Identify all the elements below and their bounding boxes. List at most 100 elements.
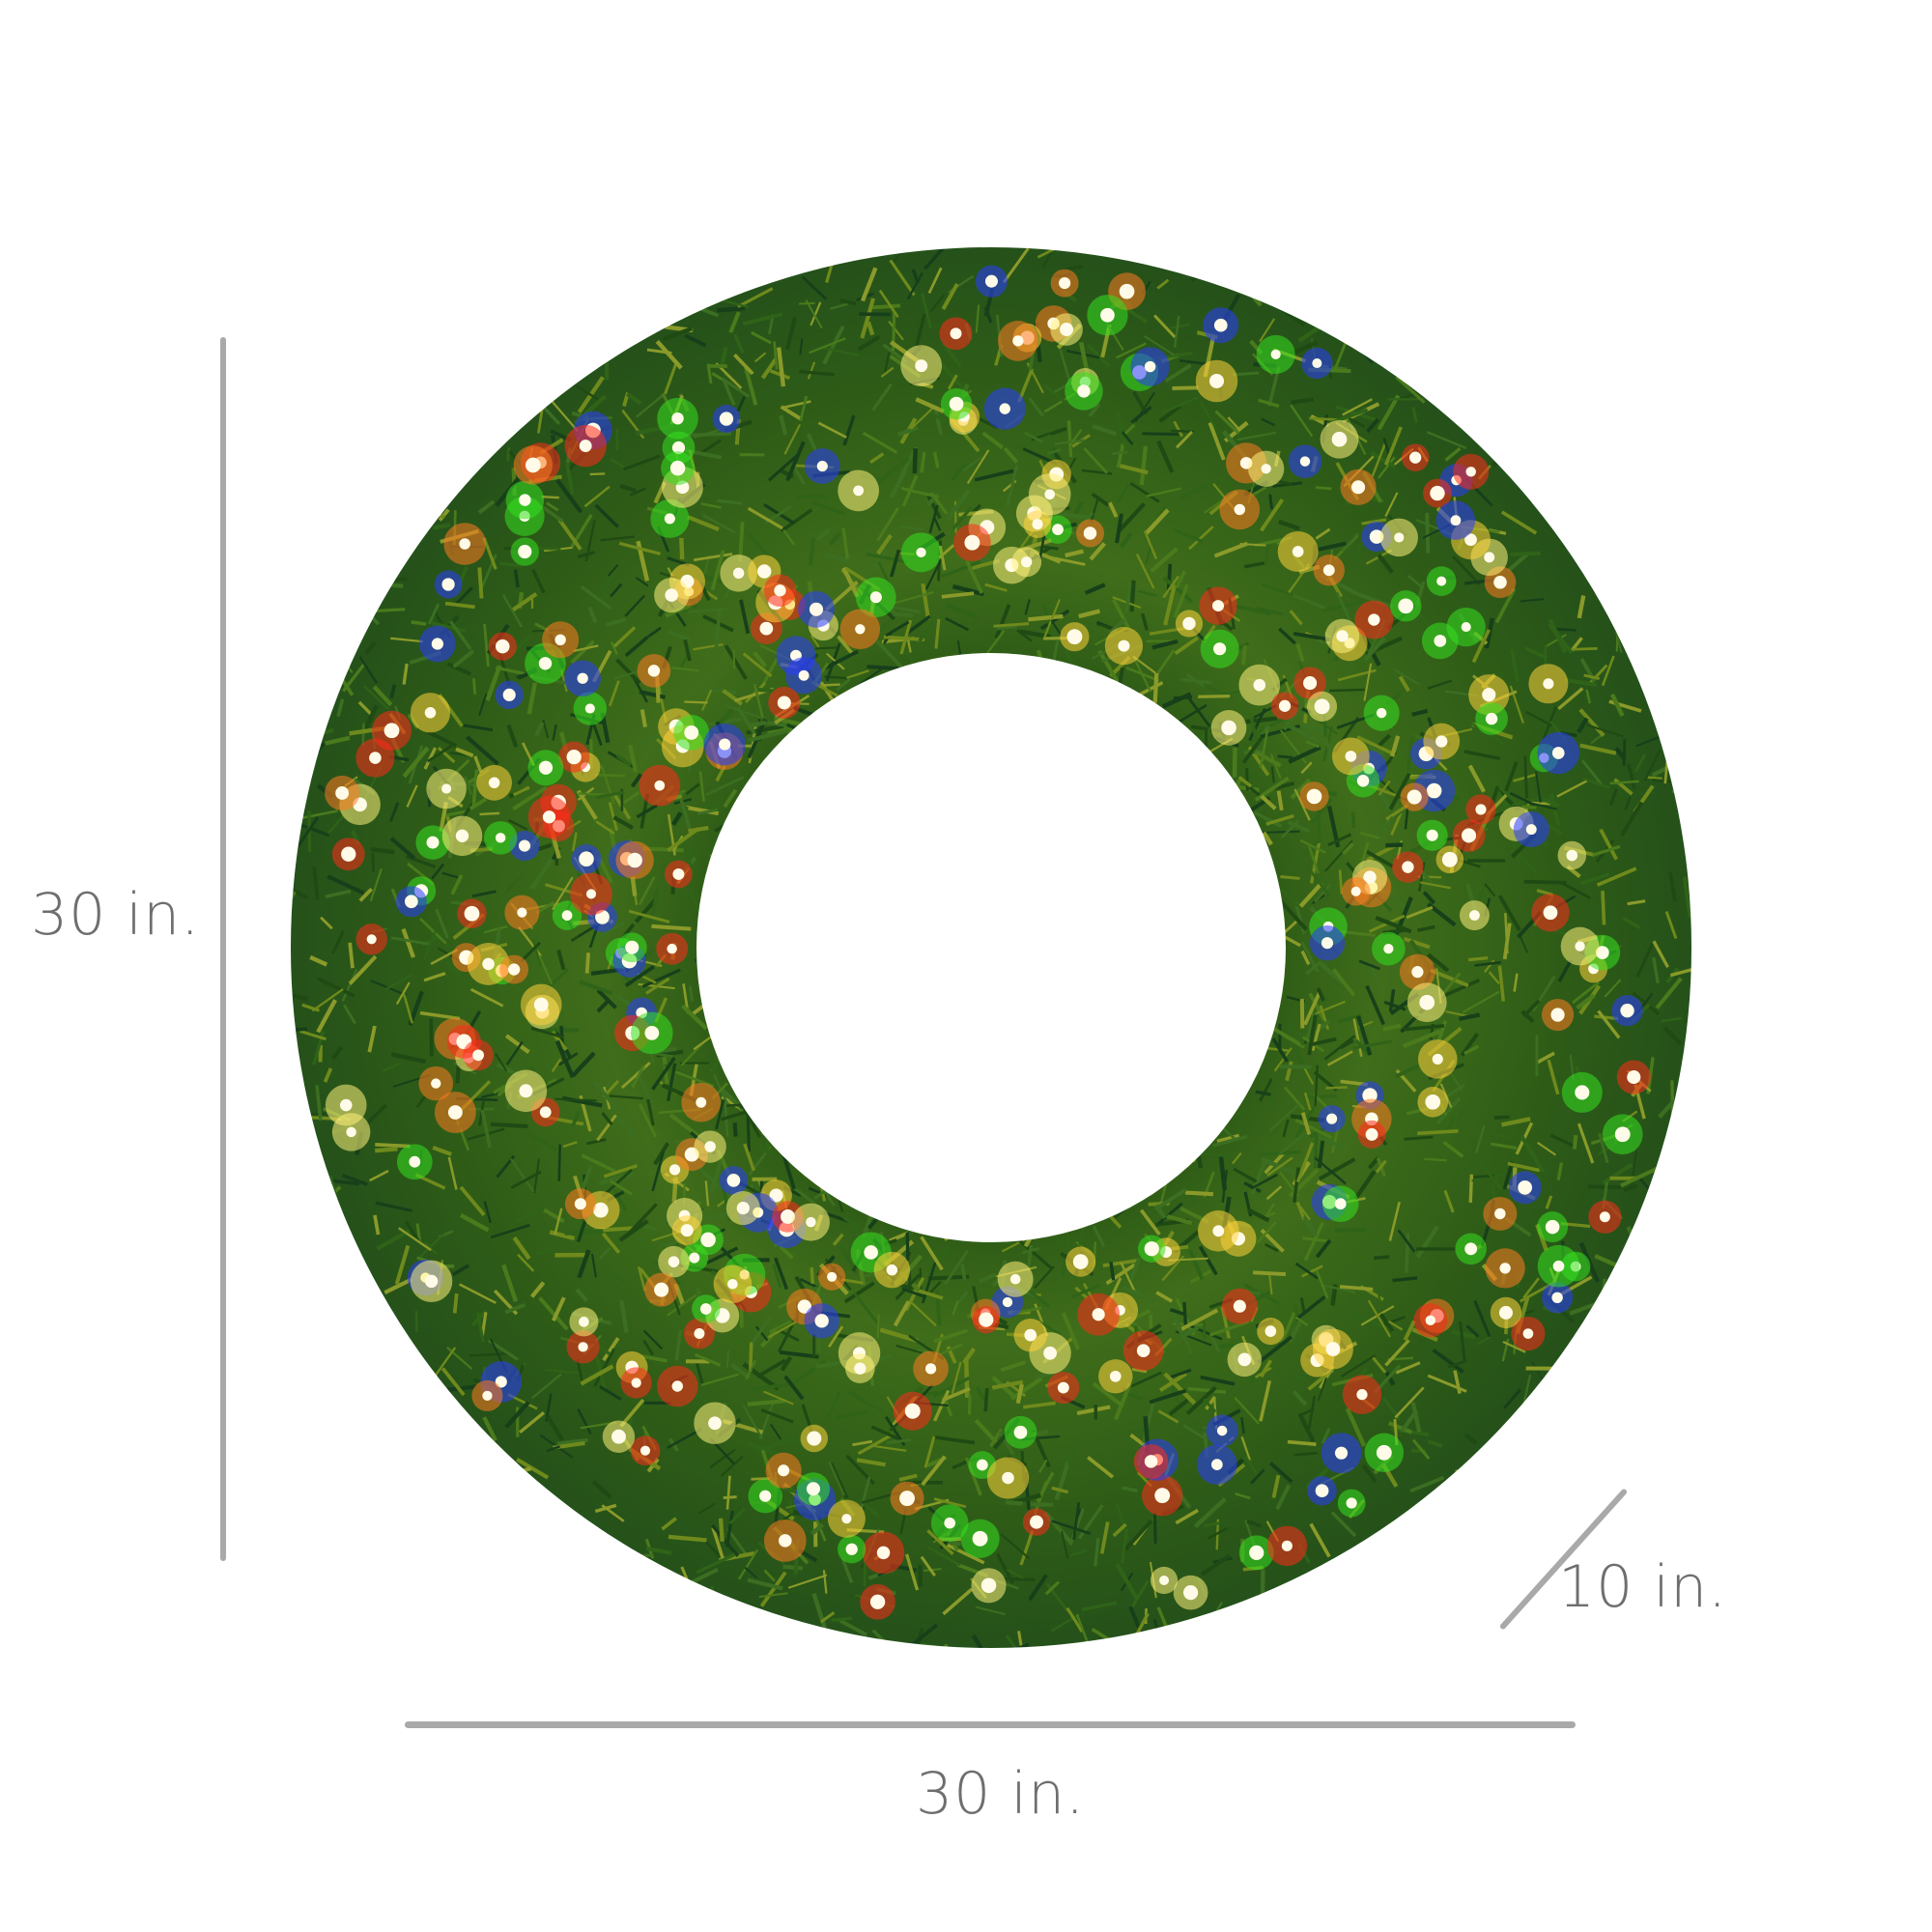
light-bulb	[855, 624, 866, 635]
pine-needle	[504, 1034, 530, 1054]
pine-needle	[1557, 958, 1574, 983]
pine-needle	[1436, 1020, 1448, 1041]
pine-needle	[389, 802, 400, 822]
pine-needle	[1287, 1022, 1306, 1047]
pine-needle	[1241, 735, 1264, 764]
pine-needle	[1174, 528, 1204, 544]
pine-needle	[1342, 841, 1354, 856]
pine-needle	[1524, 646, 1548, 660]
pine-needle	[1135, 554, 1155, 589]
pine-needle	[469, 797, 488, 810]
pine-needle	[336, 698, 345, 718]
pine-needle	[905, 1232, 910, 1262]
light-bulb	[495, 833, 506, 843]
pine-needle	[945, 489, 971, 522]
pine-needle	[1156, 1606, 1170, 1631]
pine-needle	[1256, 607, 1284, 616]
light-bulb	[579, 851, 594, 867]
pine-needle	[504, 1401, 530, 1429]
light-bulb	[667, 943, 677, 954]
pine-needle	[1122, 1486, 1138, 1492]
pine-needle	[1321, 1428, 1331, 1444]
light-bulb	[482, 1390, 493, 1402]
pine-needle	[681, 1004, 708, 1031]
pine-needle	[1432, 1348, 1464, 1374]
pine-needle	[1314, 1156, 1347, 1185]
light-bulb	[1484, 552, 1495, 563]
pine-needle	[398, 1227, 432, 1252]
pine-needle	[1259, 318, 1276, 343]
pine-needle	[1150, 1172, 1176, 1197]
pine-needle	[1292, 1390, 1308, 1406]
pine-needle	[1150, 547, 1179, 573]
light-bulb	[671, 440, 686, 455]
pine-needle	[1147, 1166, 1177, 1174]
pine-needle	[1184, 1338, 1193, 1354]
light-bulb	[719, 738, 731, 751]
light-bulb	[1182, 1585, 1199, 1601]
pine-needle	[1035, 1217, 1064, 1245]
pine-needle	[702, 1212, 729, 1220]
pine-needle	[943, 1397, 953, 1417]
pine-needle	[1342, 532, 1359, 553]
light-bulb	[886, 1264, 898, 1276]
pine-needle	[938, 545, 947, 571]
pine-needle	[1520, 1374, 1532, 1412]
pine-needle	[1024, 599, 1031, 615]
pine-needle	[1493, 1115, 1510, 1120]
pine-needle	[956, 640, 962, 655]
pine-needle	[1562, 882, 1591, 900]
pine-needle	[779, 1329, 800, 1342]
pine-needle	[1109, 1262, 1116, 1281]
pine-needle	[1112, 1522, 1127, 1538]
pine-needle	[1116, 483, 1131, 503]
pine-needle	[375, 1147, 398, 1153]
pine-needle	[663, 326, 694, 341]
pine-needle	[1395, 376, 1426, 404]
pine-needle	[459, 723, 494, 732]
pine-needle	[866, 553, 908, 564]
light-bulb	[1212, 1225, 1225, 1237]
pine-needle	[961, 200, 989, 234]
pine-needle	[1047, 448, 1062, 455]
pine-needle	[390, 637, 423, 643]
light-bulb	[1462, 828, 1477, 843]
pine-needle	[1468, 1153, 1483, 1167]
pine-needle	[296, 816, 320, 849]
pine-needle	[1378, 1522, 1398, 1542]
light-bulb	[1306, 788, 1322, 805]
pine-needle	[668, 1534, 707, 1543]
pine-needle	[402, 993, 413, 1024]
pine-needle	[1339, 1285, 1374, 1292]
pine-needle	[1471, 629, 1492, 664]
pine-needle	[1557, 687, 1584, 711]
light-bulb	[1436, 576, 1447, 586]
pine-needle	[1028, 397, 1045, 417]
pine-needle	[828, 531, 842, 547]
pine-needle	[1162, 575, 1180, 599]
pine-needle	[732, 271, 750, 291]
light-bulb	[668, 1256, 680, 1267]
pine-needle	[1108, 501, 1119, 518]
light-bulb	[1620, 1004, 1634, 1018]
light-bulb	[924, 1363, 937, 1375]
pine-needle	[938, 544, 955, 559]
pine-needle	[1392, 1276, 1418, 1283]
pine-needle	[1006, 1500, 1023, 1506]
pine-needle	[1387, 1320, 1404, 1331]
pine-needle	[1014, 434, 1052, 450]
pine-needle	[1160, 395, 1200, 414]
pine-needle	[1313, 1135, 1319, 1169]
light-bulb	[1369, 529, 1384, 544]
pine-needle	[866, 321, 875, 336]
pine-needle	[501, 594, 524, 628]
pine-needle	[1653, 702, 1669, 721]
light-bulb	[1213, 318, 1228, 332]
pine-needle	[1185, 1385, 1217, 1416]
pine-needle	[1455, 1468, 1473, 1473]
pine-needle	[608, 680, 620, 707]
pine-needle	[853, 1292, 879, 1324]
pine-needle	[737, 287, 774, 308]
pine-needle	[481, 1092, 501, 1098]
light-bulb	[1543, 678, 1554, 690]
